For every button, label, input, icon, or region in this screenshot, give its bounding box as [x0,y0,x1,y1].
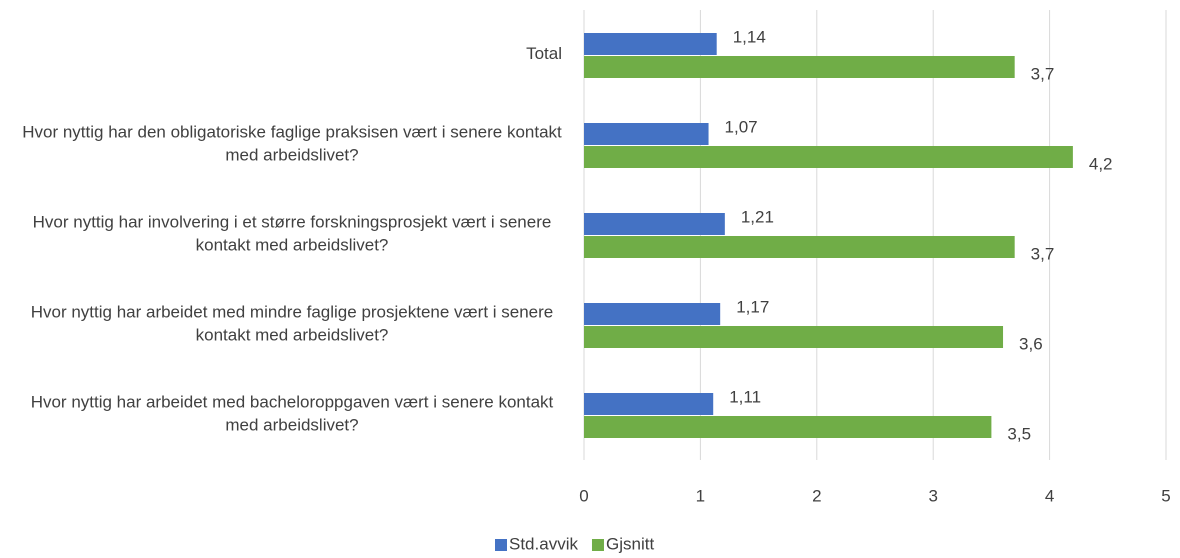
bar [584,393,714,415]
bar [584,146,1073,168]
y-tick-label: Hvor nyttig har arbeidet med bacheloropp… [31,393,554,435]
data-label: 3,6 [1019,334,1043,353]
y-tick-label: Hvor nyttig har den obligatoriske faglig… [22,123,562,165]
data-label: 1,21 [741,207,774,226]
legend-label: Std.avvik [509,534,578,553]
bar [584,303,721,325]
bar [584,33,717,55]
x-tick-label: 4 [1045,486,1054,505]
y-tick-label: Hvor nyttig har arbeidet med mindre fagl… [31,303,554,345]
legend-label: Gjsnitt [606,534,654,553]
data-label: 4,2 [1089,154,1113,173]
x-tick-label: 1 [696,486,705,505]
x-tick-label: 2 [812,486,821,505]
y-tick-label: Hvor nyttig har involvering i et større … [33,213,552,255]
data-label: 3,7 [1031,244,1055,263]
data-label: 1,11 [729,387,761,406]
legend-swatch [495,539,507,551]
bar [584,213,725,235]
bar [584,56,1015,78]
data-label: 1,07 [725,117,758,136]
x-tick-label: 3 [928,486,937,505]
bar [584,326,1004,348]
y-tick-label: Total [526,44,562,63]
bar [584,416,992,438]
x-tick-label: 0 [579,486,588,505]
x-tick-label: 5 [1161,486,1170,505]
data-label: 3,7 [1031,64,1055,83]
bar [584,236,1015,258]
bar [584,123,709,145]
data-label: 1,14 [733,27,766,46]
legend-swatch [591,539,604,551]
data-label: 1,17 [736,297,769,316]
data-label: 3,5 [1007,424,1031,443]
